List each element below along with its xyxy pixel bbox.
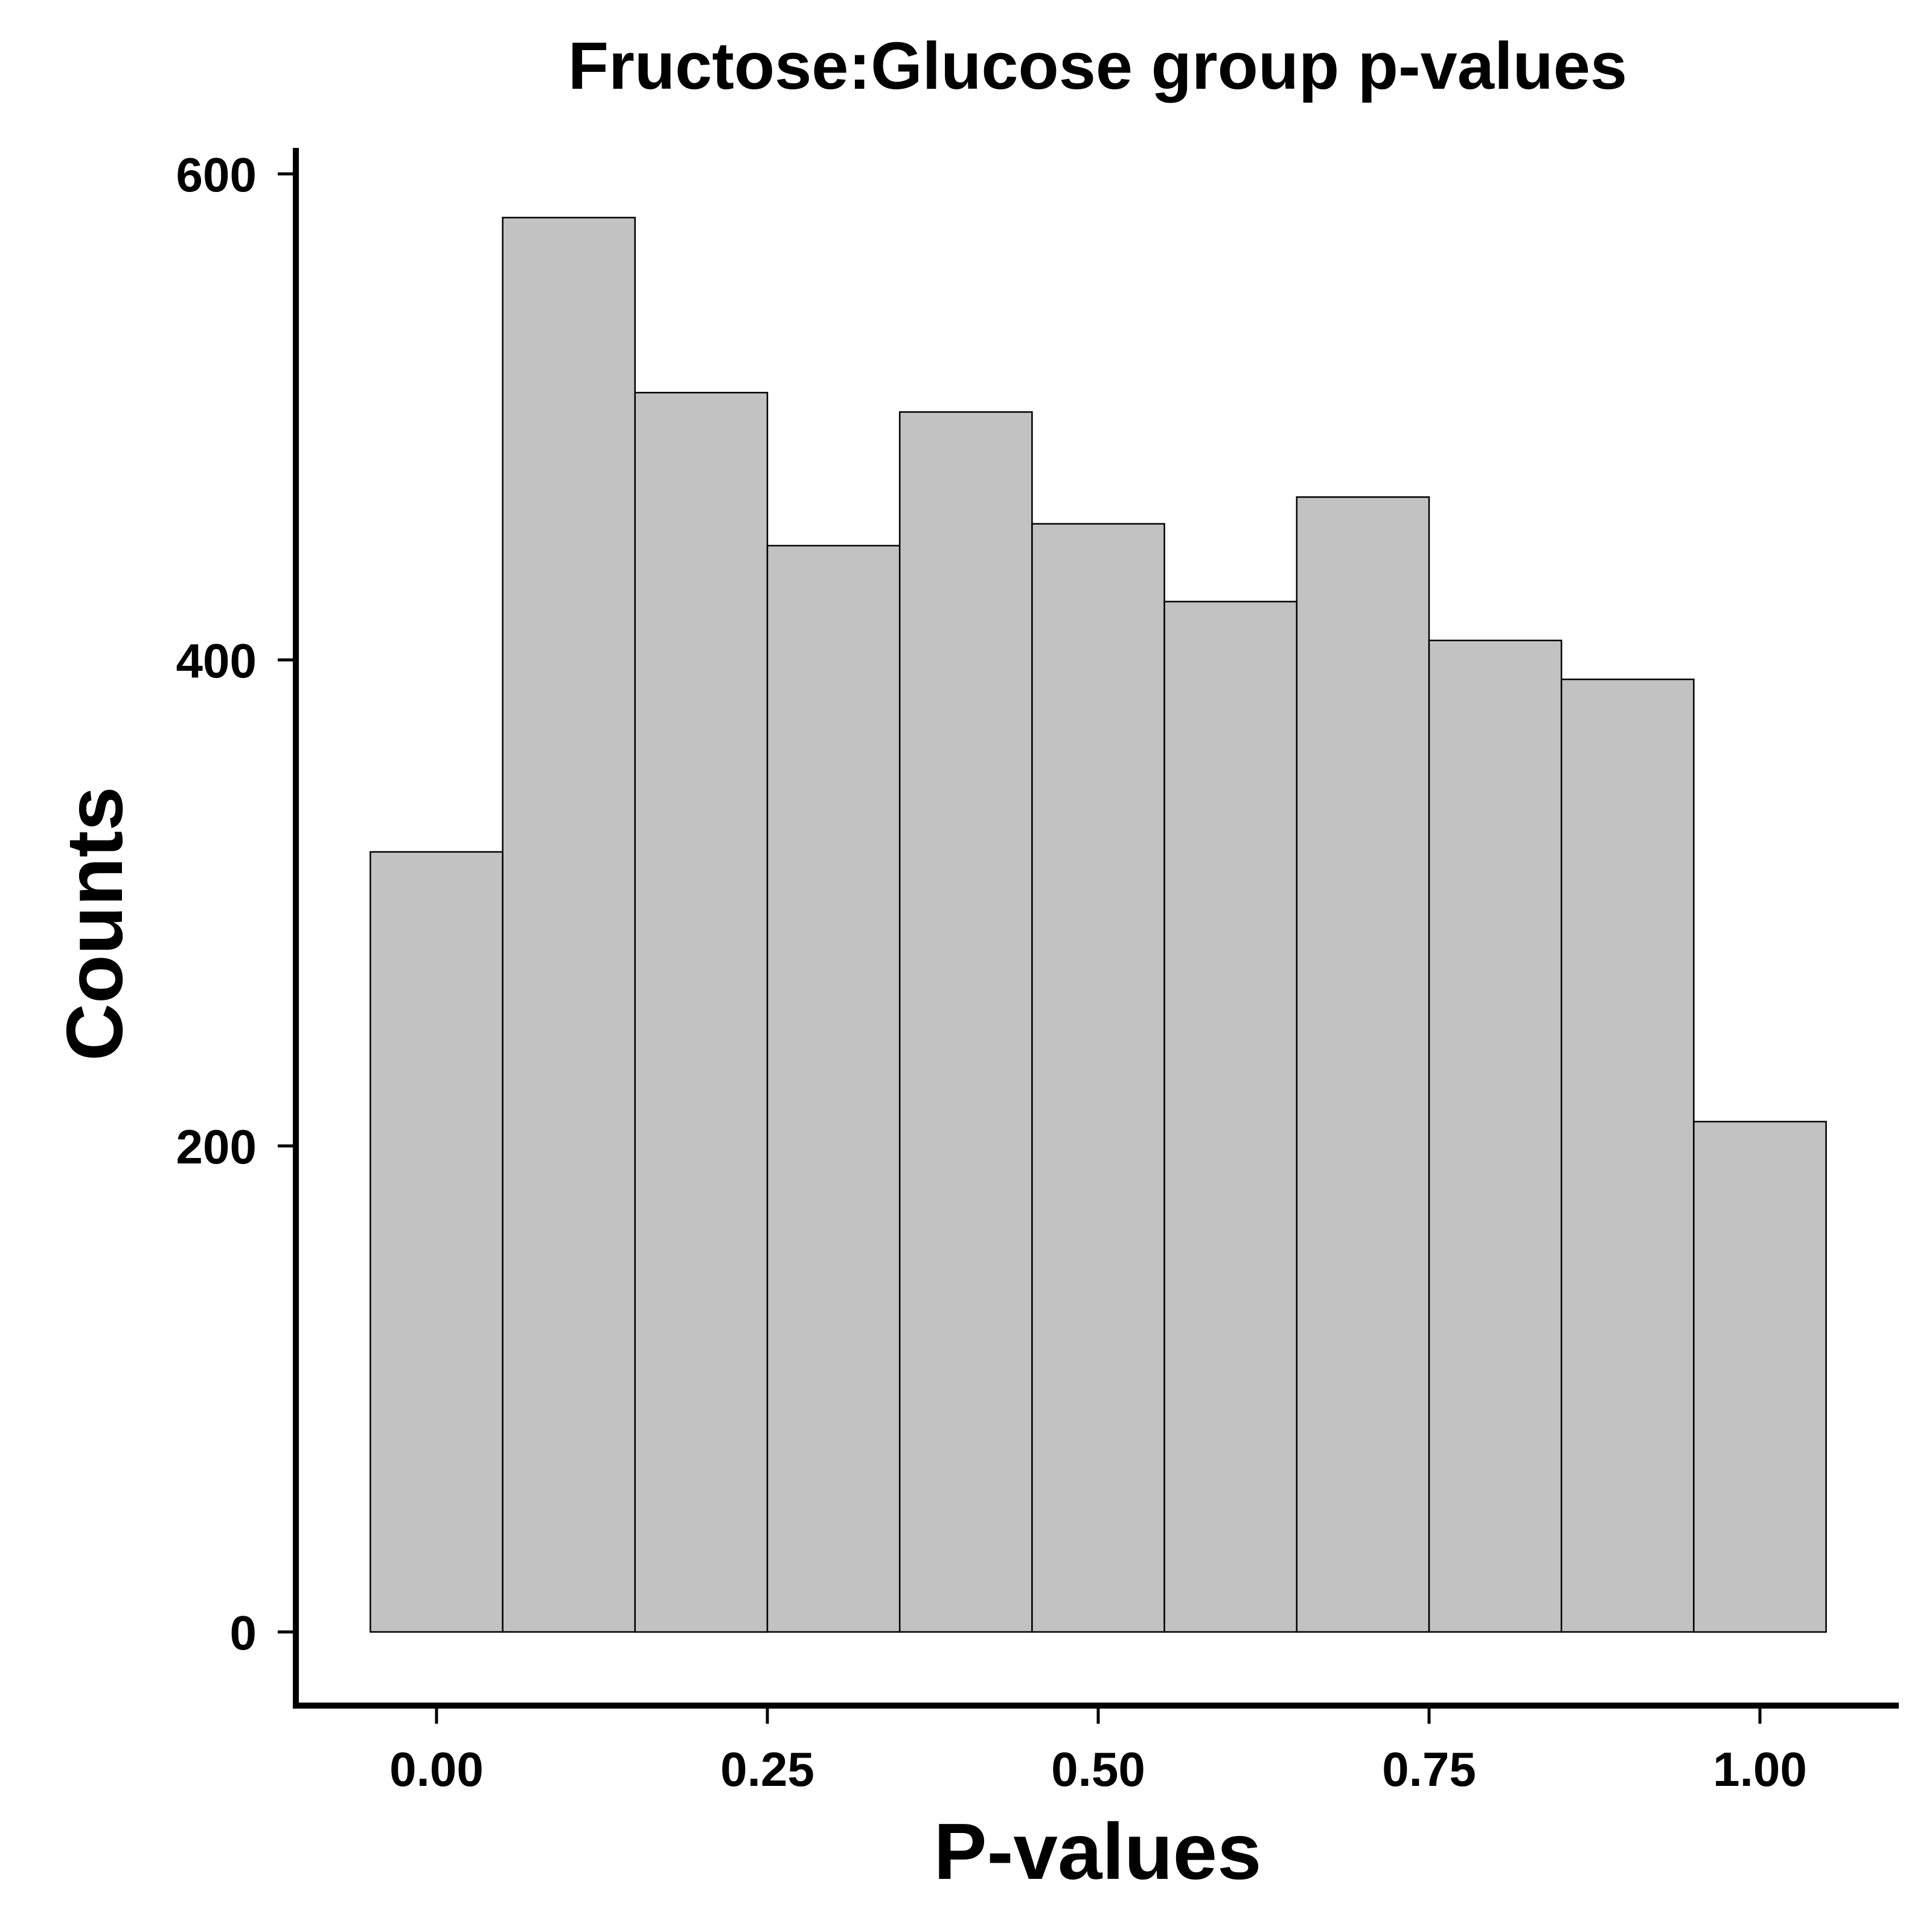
histogram-bars: [369, 217, 1827, 1633]
histogram-bar-11: [1693, 1121, 1827, 1633]
histogram-bar-5: [898, 411, 1033, 1633]
x-tick-label: 1.00: [1713, 1742, 1807, 1796]
x-tick-label: 0.75: [1382, 1742, 1476, 1796]
x-tick-label: 0.25: [720, 1742, 814, 1796]
histogram-bar-7: [1163, 601, 1298, 1633]
x-tick-label: 0.50: [1051, 1742, 1145, 1796]
y-tick-label: 400: [176, 634, 257, 688]
histogram-bar-4: [766, 545, 901, 1633]
x-tick-label: 0.00: [389, 1742, 484, 1796]
histogram-bar-8: [1296, 496, 1430, 1633]
y-tick-label: 200: [176, 1120, 257, 1174]
y-axis-title: Counts: [50, 787, 139, 1061]
histogram-bar-3: [634, 392, 769, 1633]
histogram-bar-9: [1428, 639, 1563, 1633]
y-tick-label: 0: [230, 1606, 257, 1660]
histogram-bar-10: [1560, 678, 1695, 1633]
y-tick-label: 600: [176, 148, 257, 202]
x-axis-ticks: 0.00 0.25 0.50 0.75 1.00: [389, 1706, 1807, 1796]
chart-title: Fructose:Glucose group p-values: [568, 29, 1627, 103]
x-axis-title: P-values: [934, 1807, 1262, 1896]
y-axis-ticks: 0 200 400 600: [176, 148, 296, 1660]
histogram-bar-2: [502, 217, 636, 1633]
histogram-bar-6: [1031, 523, 1165, 1633]
histogram-bar-1: [369, 851, 504, 1633]
